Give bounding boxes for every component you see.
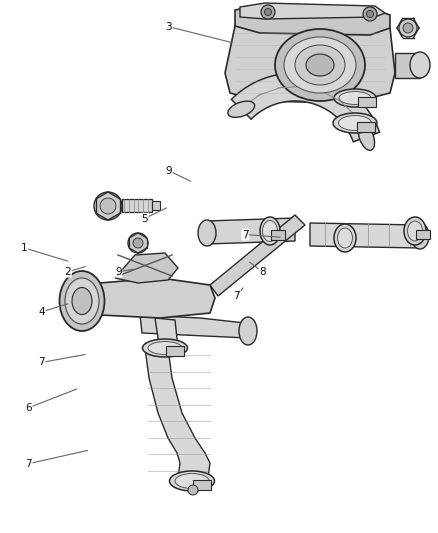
Text: 2: 2 <box>64 267 71 277</box>
Polygon shape <box>240 3 385 19</box>
Bar <box>358 97 376 107</box>
Text: 9: 9 <box>115 267 122 277</box>
Bar <box>271 230 285 240</box>
Ellipse shape <box>334 89 376 107</box>
Polygon shape <box>80 278 215 318</box>
Circle shape <box>128 233 148 253</box>
Circle shape <box>403 23 413 33</box>
Ellipse shape <box>284 37 356 93</box>
Circle shape <box>367 11 374 18</box>
Bar <box>152 201 160 210</box>
Ellipse shape <box>170 471 215 491</box>
Ellipse shape <box>295 45 345 85</box>
Ellipse shape <box>358 124 374 150</box>
Text: 7: 7 <box>25 459 32 469</box>
Polygon shape <box>140 315 248 338</box>
Text: 5: 5 <box>141 214 148 223</box>
Polygon shape <box>115 253 178 283</box>
Polygon shape <box>395 53 420 78</box>
Ellipse shape <box>339 92 371 104</box>
Ellipse shape <box>260 217 280 245</box>
Circle shape <box>188 485 198 495</box>
Ellipse shape <box>333 113 377 133</box>
Bar <box>166 346 184 356</box>
Text: 1: 1 <box>21 243 28 253</box>
Text: 9: 9 <box>165 166 172 175</box>
Ellipse shape <box>72 287 92 314</box>
Polygon shape <box>231 73 380 142</box>
Ellipse shape <box>411 223 429 249</box>
Polygon shape <box>155 318 178 351</box>
Bar <box>357 122 375 132</box>
Polygon shape <box>225 21 395 103</box>
Text: 3: 3 <box>165 22 172 31</box>
Polygon shape <box>145 348 210 478</box>
Circle shape <box>399 19 417 37</box>
Circle shape <box>100 198 116 214</box>
Text: 7: 7 <box>242 230 249 239</box>
Circle shape <box>363 7 377 21</box>
Text: 4: 4 <box>38 307 45 317</box>
Ellipse shape <box>239 317 257 345</box>
Ellipse shape <box>338 228 353 248</box>
Ellipse shape <box>65 278 99 324</box>
Ellipse shape <box>334 224 356 252</box>
Circle shape <box>94 192 122 220</box>
Ellipse shape <box>198 220 216 246</box>
Ellipse shape <box>142 339 187 357</box>
Ellipse shape <box>262 221 278 241</box>
Circle shape <box>265 9 272 15</box>
Ellipse shape <box>228 101 254 117</box>
Polygon shape <box>235 5 390 35</box>
Ellipse shape <box>306 54 334 76</box>
Ellipse shape <box>148 342 182 354</box>
Polygon shape <box>210 215 305 296</box>
Text: 8: 8 <box>259 267 266 277</box>
Ellipse shape <box>175 473 209 489</box>
Bar <box>122 199 152 212</box>
Ellipse shape <box>60 271 105 331</box>
Ellipse shape <box>275 29 365 101</box>
Ellipse shape <box>339 116 371 131</box>
Ellipse shape <box>407 221 423 241</box>
Bar <box>416 230 430 239</box>
Ellipse shape <box>410 52 430 78</box>
Bar <box>193 480 211 490</box>
Polygon shape <box>207 218 295 244</box>
Circle shape <box>133 238 143 248</box>
Circle shape <box>261 5 275 19</box>
Text: 7: 7 <box>233 291 240 301</box>
Text: 6: 6 <box>25 403 32 413</box>
Polygon shape <box>310 223 420 248</box>
Text: 7: 7 <box>38 358 45 367</box>
Ellipse shape <box>404 217 426 245</box>
